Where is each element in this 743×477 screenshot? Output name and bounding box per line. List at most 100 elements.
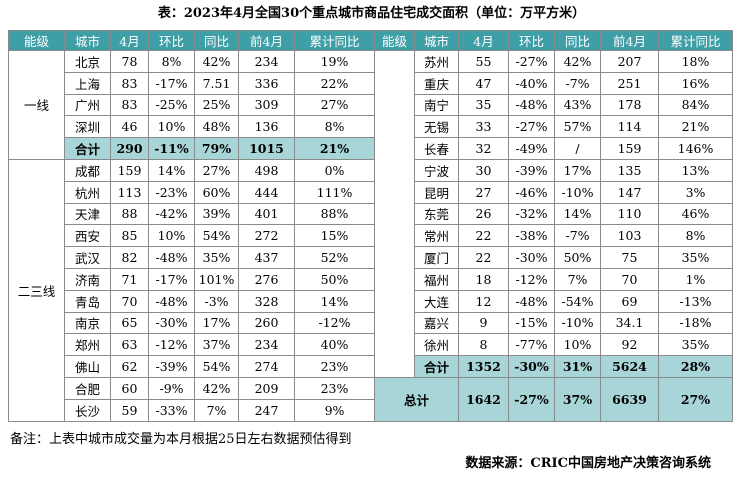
- value-cell: 60: [110, 376, 149, 400]
- table-row: 二三线 成都 159 14% 27% 498 0% 宁波 30 -39% 17% 135 13%: [8, 158, 733, 422]
- value-cell: 178: [600, 93, 659, 117]
- value-cell: -38%: [508, 224, 555, 248]
- value-cell: 336: [238, 71, 295, 95]
- header-cell: 累计同比: [294, 30, 375, 51]
- table-row: 武汉 82 -48% 35% 437 52% 厦门 22 -30% 50% 75 35%: [9, 246, 733, 269]
- header-cell: 环比: [508, 30, 555, 51]
- table-row: 合肥 60 -9% 42% 209 23% 总计 1642 -27% 37% 6639 27%: [9, 376, 733, 422]
- value-cell: 28%: [658, 355, 733, 378]
- value-cell: 42%: [554, 50, 601, 73]
- value-cell: 82: [110, 246, 149, 269]
- header-cell: 累计同比: [658, 30, 733, 51]
- value-cell: -48%: [508, 289, 555, 313]
- value-cell: 437: [238, 246, 295, 269]
- value-cell: -49%: [508, 137, 555, 160]
- value-cell: 69: [600, 289, 659, 313]
- value-cell: -17%: [148, 71, 195, 95]
- value-cell: -12%: [294, 311, 375, 335]
- value-cell: 35%: [658, 246, 733, 269]
- table-title: 表：2023年4月全国30个重点城市商品住宅成交面积（单位：万平方米）: [157, 6, 586, 21]
- total-cell: 6639: [600, 376, 659, 422]
- value-cell: -42%: [148, 202, 195, 226]
- value-cell: -17%: [148, 267, 195, 291]
- city-cell: 合计: [414, 355, 459, 378]
- value-cell: 274: [238, 355, 295, 378]
- value-cell: 1352: [458, 355, 509, 378]
- value-cell: 75: [600, 246, 659, 269]
- table-row: 青岛 70 -48% -3% 328 14% 大连 12 -48% -54% 69 -13%: [9, 289, 733, 313]
- total-cell: 1642: [458, 376, 509, 422]
- value-cell: -12%: [508, 267, 555, 291]
- city-cell: 东莞: [414, 202, 459, 226]
- value-cell: -13%: [658, 289, 733, 313]
- value-cell: 7.51: [194, 71, 239, 95]
- value-cell: 83: [110, 71, 149, 95]
- value-cell: 14%: [554, 202, 601, 226]
- value-cell: 23%: [294, 376, 375, 400]
- value-cell: 498: [238, 158, 295, 182]
- value-cell: 26: [458, 202, 509, 226]
- table-row: 南京 65 -30% 17% 260 -12% 嘉兴 9 -15% -10% 34.1 -18%: [9, 311, 733, 335]
- value-cell: 401: [238, 202, 295, 226]
- value-cell: 70: [110, 289, 149, 313]
- source: 数据来源：CRIC中国房地产决策咨询系统: [465, 456, 711, 471]
- table-row: 天津 88 -42% 39% 401 88% 东莞 26 -32% 14% 110 46%: [9, 202, 733, 226]
- city-cell: 北京: [64, 50, 111, 73]
- value-cell: 88: [110, 202, 149, 226]
- value-cell: -39%: [508, 158, 555, 182]
- value-cell: 18: [458, 267, 509, 291]
- city-cell: 徐州: [414, 333, 459, 357]
- value-cell: 30: [458, 158, 509, 182]
- value-cell: 46: [110, 115, 149, 139]
- value-cell: -40%: [508, 71, 555, 95]
- value-cell: 35%: [658, 333, 733, 357]
- value-cell: 43%: [554, 93, 601, 117]
- value-cell: 0%: [294, 158, 375, 182]
- value-cell: -9%: [148, 376, 195, 400]
- value-cell: 272: [238, 224, 295, 248]
- value-cell: -7%: [554, 224, 601, 248]
- value-cell: 110: [600, 202, 659, 226]
- city-cell: 天津: [64, 202, 111, 226]
- header-cell: 4月: [458, 30, 509, 51]
- city-cell: 武汉: [64, 246, 111, 269]
- value-cell: 113: [110, 180, 149, 204]
- total-cell: 27%: [658, 376, 733, 422]
- value-cell: 83: [110, 93, 149, 117]
- city-cell: 佛山: [64, 355, 111, 378]
- value-cell: 1015: [238, 137, 295, 160]
- city-cell: 重庆: [414, 71, 459, 95]
- value-cell: -7%: [554, 71, 601, 95]
- value-cell: 207: [600, 50, 659, 73]
- value-cell: 14%: [148, 158, 195, 182]
- header-cell: 同比: [554, 30, 601, 51]
- value-cell: -54%: [554, 289, 601, 313]
- table-row: 广州 83 -25% 25% 309 27% 南宁 35 -48% 43% 178 84%: [9, 93, 733, 117]
- table-row: 杭州 113 -23% 60% 444 111% 昆明 27 -46% -10% 147 3%: [9, 180, 733, 204]
- value-cell: -30%: [508, 355, 555, 378]
- table-row: 长沙 59 -33% 7% 247 9%: [9, 398, 733, 422]
- value-cell: 52%: [294, 246, 375, 269]
- table-row: 合计 290 -11% 79% 1015 21% 长春 32 -49%/159 146%: [9, 137, 733, 160]
- table-row: 郑州 63 -12% 37% 234 40% 徐州 8 -77% 10% 92 35%: [9, 333, 733, 357]
- value-cell: -30%: [148, 311, 195, 335]
- city-cell: 无锡: [414, 115, 459, 139]
- value-cell: 19%: [294, 50, 375, 73]
- value-cell: 84%: [658, 93, 733, 117]
- value-cell: 70: [600, 267, 659, 291]
- value-cell: 39%: [194, 202, 239, 226]
- value-cell: 209: [238, 376, 295, 400]
- value-cell: 85: [110, 224, 149, 248]
- value-cell: 136: [238, 115, 295, 139]
- header-cell: 4月: [110, 30, 149, 51]
- value-cell: 35: [458, 93, 509, 117]
- value-cell: 54%: [194, 355, 239, 378]
- value-cell: 32: [458, 137, 509, 160]
- city-cell: 广州: [64, 93, 111, 117]
- header-cell: 环比: [148, 30, 195, 51]
- table-row: 济南 71 -17% 101% 276 50% 福州 18 -12% 7% 70 1%: [9, 267, 733, 291]
- value-cell: 10%: [148, 115, 195, 139]
- city-cell: 长春: [414, 137, 459, 160]
- value-cell: 34.1: [600, 311, 659, 335]
